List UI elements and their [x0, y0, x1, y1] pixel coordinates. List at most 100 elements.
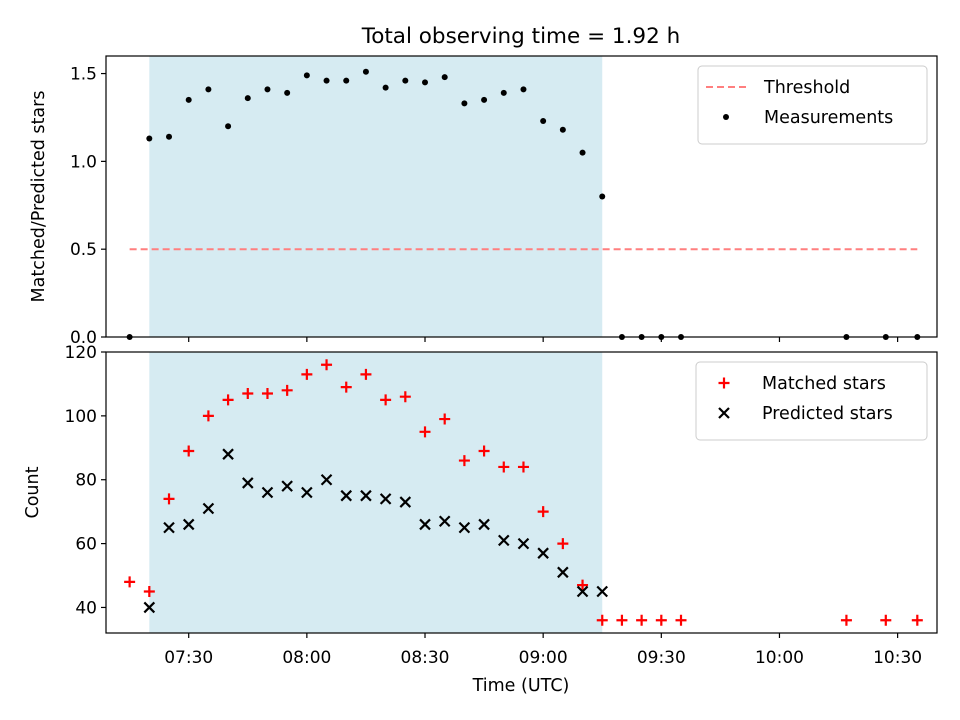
- chart-title: Total observing time = 1.92 h: [361, 24, 681, 49]
- measurements-point: [500, 89, 507, 96]
- predicted-stars-point: [182, 518, 195, 531]
- legend-matched-stars-handle: [718, 377, 730, 389]
- matched-stars-point: [596, 614, 608, 626]
- legend: Matched stars Predicted stars: [695, 361, 928, 441]
- matched-stars-point: [616, 614, 628, 626]
- matched-stars-point: [655, 614, 667, 626]
- predicted-stars-point: [261, 486, 274, 499]
- predicted-stars-point: [281, 480, 293, 492]
- measurements-point: [185, 96, 192, 103]
- predicted-stars-point: [517, 537, 530, 550]
- predicted-stars-point: [438, 515, 451, 528]
- predicted-stars-point: [320, 473, 333, 486]
- y-tick-label: 0.5: [70, 240, 97, 260]
- y-tick-label: 80: [75, 471, 97, 491]
- matched-stars-point: [163, 493, 175, 505]
- predicted-stars-point: [379, 493, 392, 505]
- axes-frame: [105, 351, 938, 634]
- measurements-point: [599, 193, 606, 200]
- measurements-point: [264, 86, 271, 93]
- matched-stars-point: [124, 576, 136, 588]
- measurements-point: [402, 77, 409, 84]
- measurements-point: [284, 89, 291, 96]
- y-axis-label: Matched/Predicted stars: [29, 91, 49, 303]
- matched-stars-point: [183, 445, 195, 457]
- predicted-stars-point: [419, 518, 431, 531]
- measurements-point: [303, 72, 310, 79]
- observing-window-shading: [149, 56, 603, 337]
- legend-predicted-stars-handle: [718, 407, 730, 419]
- matched-stars-point: [321, 359, 333, 371]
- matched-stars-point: [636, 614, 648, 626]
- matched-stars-point: [577, 579, 589, 591]
- measurements-point: [559, 126, 566, 133]
- legend-box: [695, 361, 928, 441]
- matched-stars-point: [911, 614, 923, 626]
- measurements-point: [205, 86, 212, 93]
- matched-stars-point: [202, 410, 214, 422]
- x-tick-label: 07:30: [164, 648, 213, 668]
- y-axis-label: Count: [23, 466, 43, 518]
- measurements-point: [461, 100, 468, 107]
- predicted-stars-point: [596, 585, 609, 598]
- y-tick-label: 1.5: [70, 65, 97, 85]
- measurements-point: [343, 77, 350, 84]
- y-tick-label: 100: [65, 407, 97, 427]
- legend-measurements-label: Measurements: [764, 108, 893, 128]
- predicted-stars-point: [478, 518, 490, 531]
- predicted-stars-point: [360, 489, 372, 502]
- legend: Threshold Measurements: [697, 65, 928, 145]
- matched-stars-point: [840, 614, 852, 626]
- matched-stars-point: [675, 614, 687, 626]
- matched-stars-point: [380, 394, 392, 406]
- legend-predicted-stars-label: Predicted stars: [762, 404, 893, 424]
- measurements-point: [520, 86, 527, 93]
- measurements-point: [225, 123, 232, 130]
- measurements-point: [441, 74, 448, 81]
- predicted-stars-point: [242, 477, 254, 489]
- y-tick-label: 120: [65, 343, 97, 363]
- matched-stars-point: [360, 368, 372, 380]
- matched-stars-point: [419, 426, 431, 438]
- y-tick-label: 60: [75, 535, 97, 555]
- measurements-point: [540, 117, 547, 124]
- matched-stars-point: [261, 388, 273, 400]
- measurements-point: [422, 79, 429, 86]
- predicted-stars-point: [202, 502, 215, 515]
- observing-window-shading: [149, 352, 603, 633]
- y-tick-label: 40: [75, 598, 97, 618]
- predicted-stars-point: [222, 448, 234, 460]
- legend-threshold-label: Threshold: [763, 78, 850, 98]
- measurements-point: [166, 133, 173, 140]
- measurements-point: [481, 96, 488, 103]
- measurements-point: [362, 68, 369, 75]
- matched-stars-point: [281, 384, 293, 396]
- matched-stars-point: [340, 381, 352, 393]
- matched-stars-point: [399, 391, 411, 403]
- predicted-stars-point: [340, 489, 353, 502]
- measurements-point: [323, 77, 330, 84]
- matched-stars-point: [537, 506, 549, 518]
- matched-stars-point: [301, 368, 313, 380]
- measurements-point: [244, 95, 251, 102]
- measurements-point: [382, 84, 389, 91]
- matched-stars-point: [478, 445, 490, 457]
- legend-box: [697, 65, 928, 145]
- matched-stars-point: [242, 388, 254, 400]
- matched-stars-point: [222, 394, 234, 406]
- predicted-stars-point: [301, 486, 313, 499]
- predicted-stars-point: [557, 566, 569, 579]
- predicted-stars-point: [537, 547, 549, 559]
- predicted-stars-point: [458, 521, 471, 534]
- y-tick-label: 0.0: [70, 328, 97, 348]
- predicted-stars-point: [163, 521, 175, 534]
- x-tick-label: 10:30: [873, 648, 922, 668]
- matched-stars-point: [498, 461, 510, 473]
- measurements-point: [146, 135, 153, 142]
- measurements-point: [579, 149, 586, 156]
- predicted-stars-point: [576, 585, 589, 598]
- x-tick-label: 10:00: [755, 648, 804, 668]
- predicted-stars-point: [399, 496, 412, 508]
- legend-measurements-handle: [723, 114, 729, 120]
- matched-stars-point: [458, 455, 470, 467]
